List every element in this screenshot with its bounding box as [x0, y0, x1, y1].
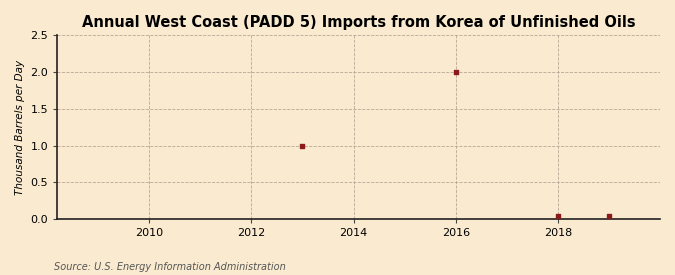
Point [297, 143, 308, 148]
Text: Source: U.S. Energy Information Administration: Source: U.S. Energy Information Administ… [54, 262, 286, 272]
Point [450, 70, 461, 74]
Point [603, 214, 614, 218]
Point [42, 143, 53, 148]
Point [552, 214, 563, 218]
Y-axis label: Thousand Barrels per Day: Thousand Barrels per Day [15, 60, 25, 195]
Title: Annual West Coast (PADD 5) Imports from Korea of Unfinished Oils: Annual West Coast (PADD 5) Imports from … [82, 15, 635, 30]
